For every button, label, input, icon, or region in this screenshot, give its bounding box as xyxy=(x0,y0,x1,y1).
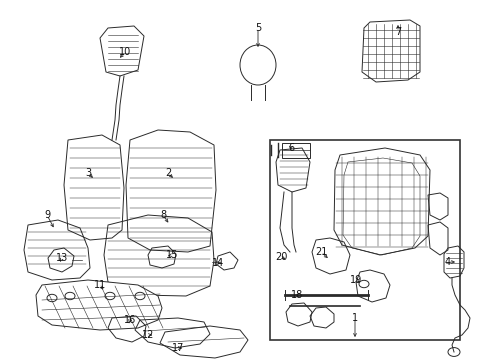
Text: 18: 18 xyxy=(290,290,303,300)
Text: 15: 15 xyxy=(165,250,178,260)
Text: 21: 21 xyxy=(314,247,326,257)
Text: 7: 7 xyxy=(394,27,400,37)
Text: 10: 10 xyxy=(119,47,131,57)
Text: 11: 11 xyxy=(94,280,106,290)
Text: 5: 5 xyxy=(254,23,261,33)
Text: 9: 9 xyxy=(44,210,50,220)
Bar xyxy=(269,140,459,340)
Text: 19: 19 xyxy=(349,275,362,285)
Text: 6: 6 xyxy=(287,143,293,153)
Text: 1: 1 xyxy=(351,313,357,323)
Text: 16: 16 xyxy=(123,315,136,325)
Text: 2: 2 xyxy=(164,168,171,178)
Text: 13: 13 xyxy=(56,253,68,263)
Text: 14: 14 xyxy=(211,258,224,268)
Text: 12: 12 xyxy=(142,330,154,340)
Bar xyxy=(282,143,309,158)
Text: 17: 17 xyxy=(171,343,184,353)
Text: 8: 8 xyxy=(160,210,166,220)
Text: 3: 3 xyxy=(85,168,91,178)
Polygon shape xyxy=(36,280,162,330)
Text: 4: 4 xyxy=(444,257,450,267)
Text: 20: 20 xyxy=(274,252,286,262)
